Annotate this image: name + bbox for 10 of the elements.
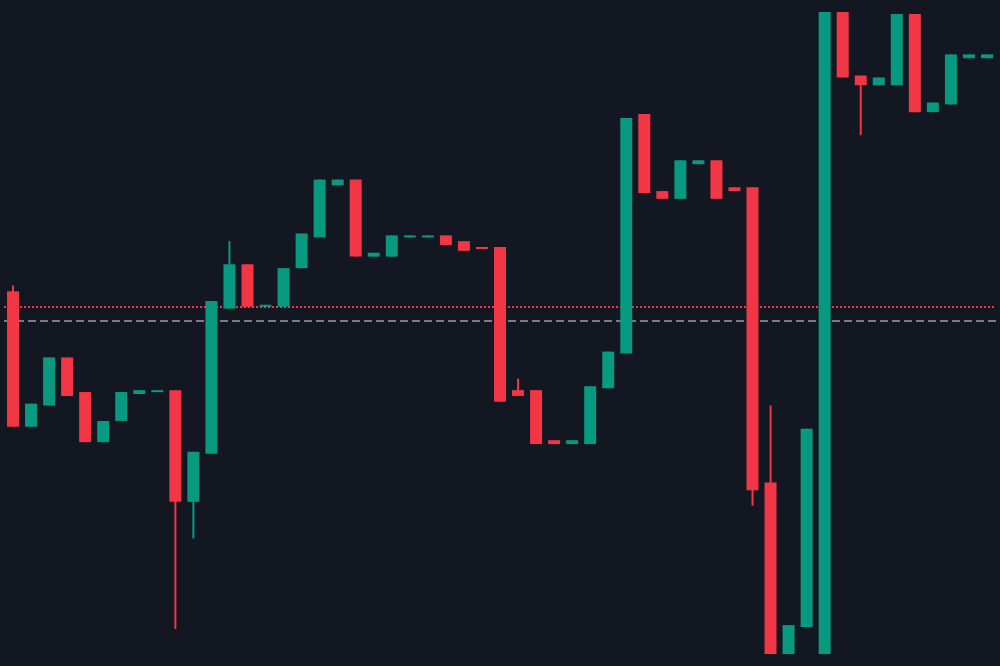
candlestick bbox=[854, 74, 867, 137]
candlestick bbox=[223, 240, 236, 310]
candlestick bbox=[710, 159, 723, 200]
candlestick bbox=[782, 624, 795, 655]
candlestick bbox=[115, 391, 128, 422]
candlestick bbox=[385, 234, 398, 258]
candlestick bbox=[295, 232, 308, 270]
candlestick bbox=[277, 267, 290, 308]
candlestick bbox=[61, 356, 74, 397]
candlestick bbox=[674, 159, 687, 200]
